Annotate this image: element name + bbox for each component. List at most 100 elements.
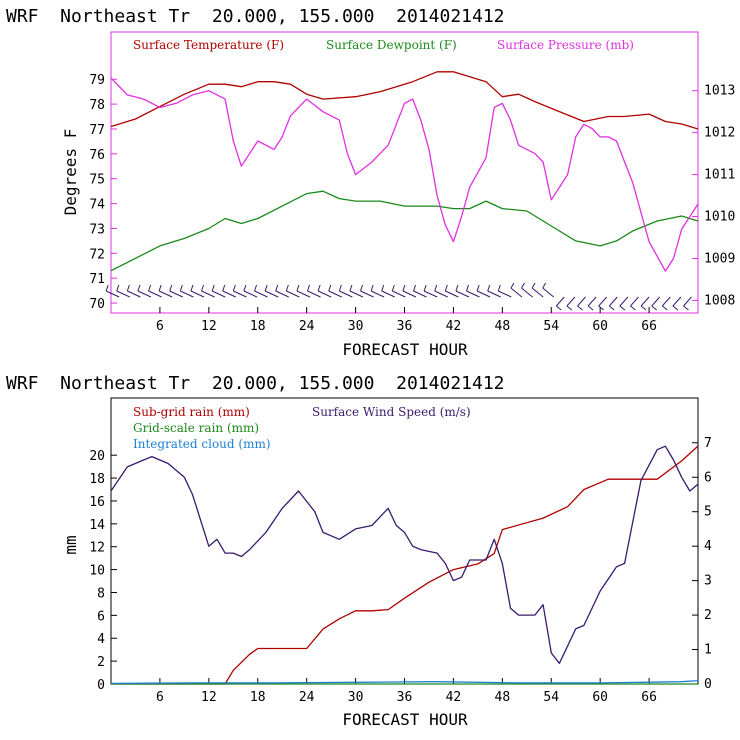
wind-barb (476, 290, 491, 298)
chart-header: WRF Northeast Tr 20.000, 155.000 2014021… (6, 373, 505, 394)
wind-barb-flag (661, 305, 668, 311)
wind-barb (105, 290, 120, 298)
x-tick-label: 48 (495, 690, 511, 705)
y-tick-label: 16 (89, 495, 105, 510)
wind-barb (598, 296, 608, 307)
wind-barb-flag (296, 284, 300, 292)
wind-barb-flag (381, 284, 385, 292)
y-tick-label: 0 (97, 678, 105, 693)
wind-barb (619, 296, 629, 307)
wind-barb-flag (317, 284, 321, 292)
wind-barb (455, 290, 470, 298)
wind-barb-flag (360, 284, 363, 292)
wind-barb (498, 290, 512, 298)
y-tick-label: 70 (89, 297, 105, 312)
x-axis-title: FORECAST HOUR (342, 710, 468, 729)
y-tick-label: 2 (97, 655, 105, 670)
wind-barb-flag (201, 284, 205, 292)
wind-barb (349, 290, 364, 298)
x-axis-title: FORECAST HOUR (342, 340, 468, 359)
wind-barb-flag (243, 284, 247, 292)
x-tick-label: 6 (156, 319, 164, 334)
wind-barb (190, 290, 205, 298)
x-tick-label: 42 (446, 319, 462, 334)
wind-barb-flag (307, 284, 311, 292)
y2-tick-label: 1009 (704, 251, 735, 266)
y2-tick-label: 3 (704, 574, 712, 589)
wind-barb-flag (275, 284, 279, 292)
wind-barb-flag (105, 284, 109, 292)
wind-barb-flag (555, 305, 562, 311)
y2-tick-label: 7 (704, 436, 712, 451)
wind-barb (587, 296, 597, 307)
x-tick-label: 60 (592, 319, 608, 334)
x-tick-label: 30 (348, 690, 364, 705)
surface-dewpoint-line (110, 190, 699, 272)
wind-barb (137, 290, 152, 298)
wind-barb-flag (542, 282, 547, 289)
wind-barb (683, 296, 692, 307)
wind-barb-flag (455, 284, 459, 292)
wind-barb (466, 290, 480, 298)
wind-barb-flag (444, 284, 448, 292)
wind-barb (531, 287, 544, 298)
wind-barb (423, 290, 438, 298)
wind-barb-flag (683, 305, 689, 311)
wind-barb (566, 296, 576, 307)
wind-barb (651, 296, 661, 307)
y2-tick-label: 0 (704, 677, 712, 692)
x-tick-label: 42 (446, 690, 462, 705)
x-tick-label: 66 (641, 690, 657, 705)
y-tick-label: 4 (97, 632, 105, 647)
wind-barb (264, 290, 279, 298)
wind-barb (169, 290, 183, 298)
surface-temperature-line (110, 71, 699, 130)
wind-barb-flag (179, 284, 183, 292)
wind-barb (254, 290, 268, 298)
wind-barb-flag (476, 284, 480, 292)
wind-barb (286, 290, 300, 298)
surface-pressure-line (110, 77, 699, 272)
wind-barb-flag (370, 284, 374, 292)
x-tick-label: 54 (543, 319, 559, 334)
y2-tick-label: 1013 (704, 84, 735, 99)
y-tick-label: 18 (89, 472, 105, 487)
wind-barb (296, 290, 311, 298)
wind-barb (127, 290, 141, 298)
legend-integrated-cloud: Integrated cloud (mm) (133, 437, 271, 451)
y-axis-right: 0 1 2 3 4 5 6 7 (692, 436, 712, 692)
y-tick-label: 72 (89, 247, 105, 262)
y-axis-left: 70 71 72 73 74 75 76 77 78 79 (89, 73, 117, 312)
wind-barb-flag (608, 305, 615, 311)
legend-sub-grid-rain: Sub-grid rain (mm) (133, 405, 250, 419)
wind-barb (158, 290, 173, 298)
wind-barb (640, 296, 650, 307)
wind-barb-flag (587, 305, 594, 311)
legend-surface-pressure: Surface Pressure (mb) (497, 38, 634, 52)
wind-barb-flag (148, 284, 152, 292)
y-tick-label: 12 (89, 541, 105, 556)
x-axis: 6 12 18 24 30 36 42 48 54 60 66 (156, 678, 657, 705)
wind-barb (328, 290, 342, 298)
series-lines (110, 71, 699, 272)
chart-header: WRF Northeast Tr 20.000, 155.000 2014021… (6, 6, 505, 27)
wind-barb (116, 290, 130, 298)
y-tick-label: 71 (89, 272, 105, 287)
x-tick-label: 30 (348, 319, 364, 334)
wind-barb-flag (577, 305, 583, 311)
wind-barb (413, 290, 427, 298)
legend-surface-temperature: Surface Temperature (F) (133, 38, 284, 52)
wind-barb (339, 290, 353, 298)
wind-barb (577, 296, 586, 307)
y-axis-title: Degrees F (61, 129, 80, 216)
wind-barb-flag (566, 305, 573, 311)
wind-barb-flag (510, 282, 515, 289)
wind-barb (243, 290, 258, 298)
y-tick-label: 8 (97, 586, 105, 601)
x-tick-label: 18 (250, 319, 266, 334)
y-tick-label: 6 (97, 609, 105, 624)
wind-barb-flag (598, 305, 605, 311)
y-tick-label: 10 (89, 564, 105, 579)
wind-barb (392, 290, 406, 298)
